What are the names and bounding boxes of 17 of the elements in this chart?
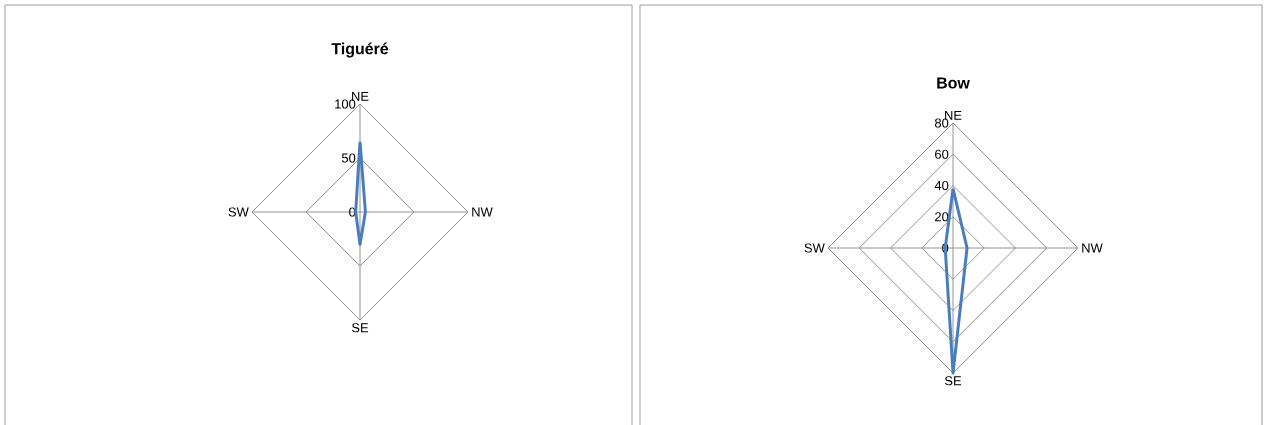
chart-title: Bow — [937, 77, 970, 89]
y-tick-label: 80 — [934, 118, 949, 128]
y-tick-label: 60 — [935, 149, 949, 159]
y-tick-label: 0 — [349, 207, 356, 217]
spoke-label: NE — [352, 91, 369, 101]
y-tick-label: 20 — [935, 212, 949, 222]
y-tick-label: 100 — [335, 99, 356, 109]
spoke-label: SW — [228, 207, 249, 217]
chart-title: Tiguéré — [331, 42, 389, 58]
spoke-label: NW — [1082, 243, 1103, 253]
spoke-label: NW — [472, 207, 493, 217]
spoke-label: SW — [804, 243, 825, 253]
y-tick-label: 50 — [341, 153, 356, 163]
spoke-label: SE — [944, 376, 962, 386]
y-tick-label: 40 — [934, 180, 949, 191]
spoke-label: SE — [351, 323, 369, 333]
spoke-label: NE — [945, 110, 962, 120]
